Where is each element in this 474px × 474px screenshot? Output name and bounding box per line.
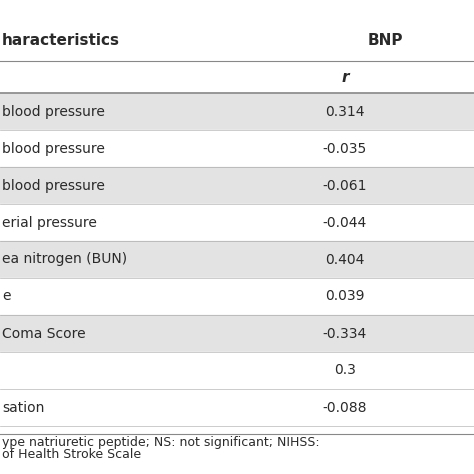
Text: -0.088: -0.088 bbox=[323, 401, 367, 414]
Bar bbox=[0, 352, 474, 389]
Bar bbox=[0, 315, 474, 352]
Text: -0.061: -0.061 bbox=[323, 179, 367, 192]
Bar bbox=[0, 241, 474, 278]
Bar bbox=[0, 167, 474, 204]
Bar bbox=[0, 389, 474, 426]
Text: e: e bbox=[2, 290, 10, 303]
Text: -0.035: -0.035 bbox=[323, 142, 367, 155]
Text: BNP: BNP bbox=[367, 33, 403, 47]
Text: 0.314: 0.314 bbox=[325, 104, 365, 118]
Bar bbox=[0, 19, 474, 61]
Text: 0.404: 0.404 bbox=[325, 253, 365, 266]
Text: blood pressure: blood pressure bbox=[2, 179, 105, 192]
Bar bbox=[0, 130, 474, 167]
Text: blood pressure: blood pressure bbox=[2, 104, 105, 118]
Bar bbox=[0, 204, 474, 241]
Text: erial pressure: erial pressure bbox=[2, 216, 97, 229]
Text: sation: sation bbox=[2, 401, 45, 414]
Bar bbox=[0, 278, 474, 315]
Text: of Health Stroke Scale: of Health Stroke Scale bbox=[2, 448, 141, 461]
Bar bbox=[0, 93, 474, 130]
Text: haracteristics: haracteristics bbox=[2, 33, 120, 47]
Text: -0.334: -0.334 bbox=[323, 327, 367, 340]
Text: ea nitrogen (BUN): ea nitrogen (BUN) bbox=[2, 253, 127, 266]
Text: -0.044: -0.044 bbox=[323, 216, 367, 229]
Text: Coma Score: Coma Score bbox=[2, 327, 86, 340]
Text: ype natriuretic peptide; NS: not significant; NIHSS:: ype natriuretic peptide; NS: not signifi… bbox=[2, 436, 319, 449]
Text: r: r bbox=[341, 70, 349, 84]
Text: blood pressure: blood pressure bbox=[2, 142, 105, 155]
Bar bbox=[0, 61, 474, 93]
Text: 0.039: 0.039 bbox=[325, 290, 365, 303]
Text: 0.3: 0.3 bbox=[334, 364, 356, 377]
